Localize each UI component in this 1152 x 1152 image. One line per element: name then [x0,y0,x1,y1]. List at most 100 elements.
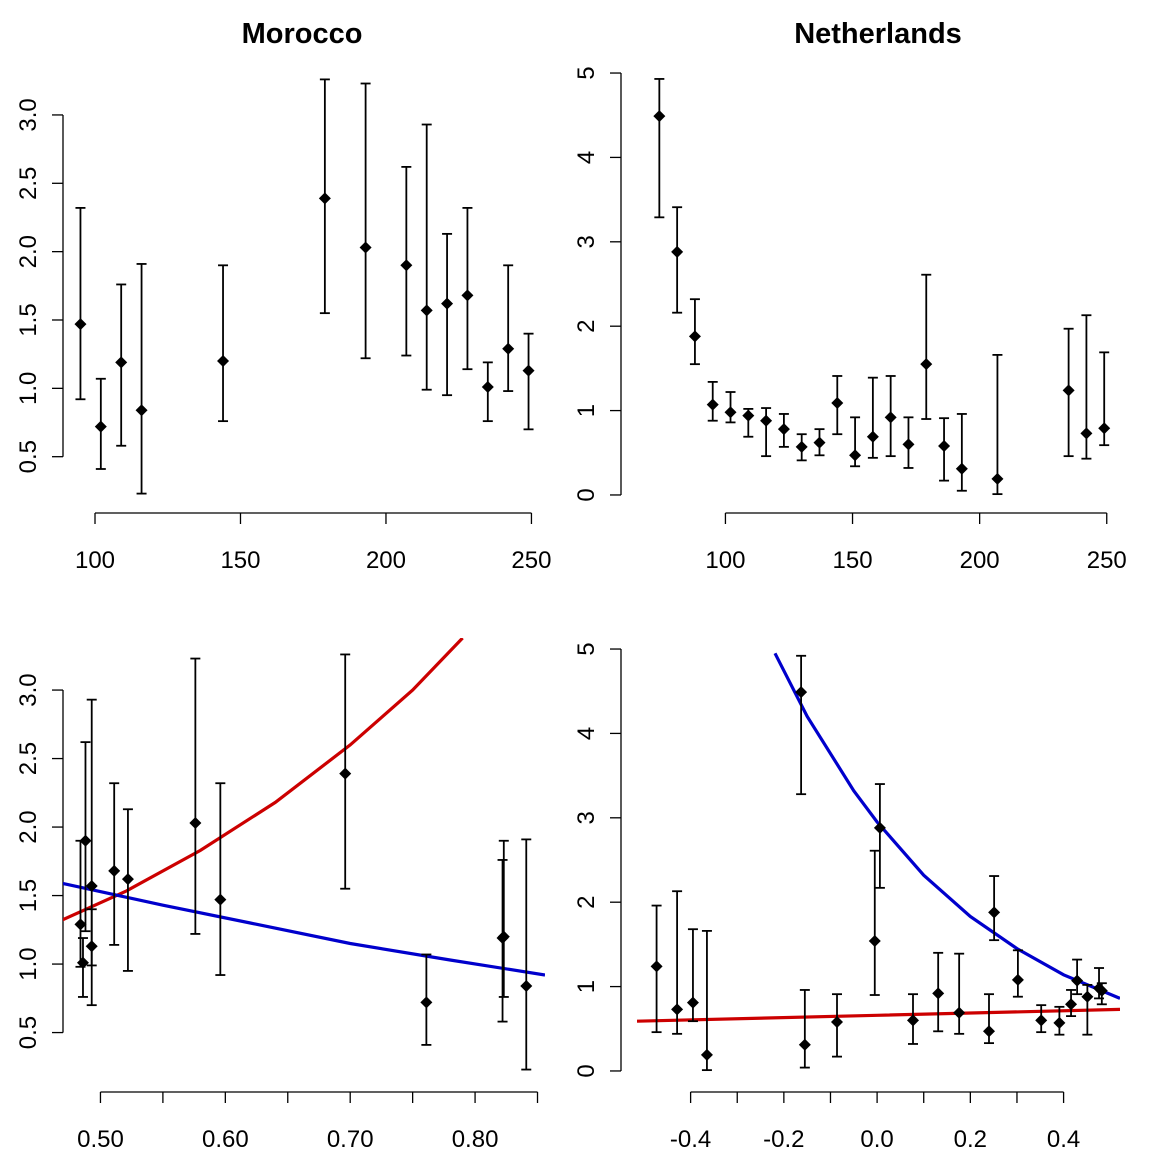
y-tick-label: 2 [573,896,600,909]
point [94,420,107,433]
point [988,906,1001,919]
x-tick-label: 0.70 [327,1126,374,1152]
point [686,996,699,1009]
point [884,411,897,424]
y-tick-label: 2 [573,320,600,333]
point [991,472,1004,485]
point [502,342,515,355]
point [121,873,134,886]
fit-curve [63,638,464,922]
point [1071,974,1084,987]
point [798,1038,811,1051]
y-tick-label: 0 [573,1064,600,1077]
point [1035,1014,1048,1027]
point [982,1025,995,1038]
point [671,245,684,258]
point [849,449,862,462]
y-tick-label: 1.0 [15,372,42,405]
point [318,192,331,205]
y-tick-label: 5 [573,642,600,655]
point [777,423,790,436]
point [1081,990,1094,1003]
panel: 0 1 2 3 4 5 -0.4 -0.2 0.0 0.2 0.4 [573,642,1120,1152]
point [868,935,881,948]
point [481,380,494,393]
point [461,289,474,302]
y-tick-label: 2.0 [15,235,42,268]
x-tick-label: 150 [220,547,260,574]
y-tick-label: 2.0 [15,810,42,843]
point [724,406,737,419]
x-tick-label: 250 [1087,547,1127,574]
point [920,358,933,371]
point [1011,973,1024,986]
panel: 0.5 1.0 1.5 2.0 2.5 3.0 0.50 0.60 0.70 0.80 [15,638,545,1152]
point [1095,984,1108,997]
point [74,918,87,931]
point [217,355,230,367]
y-tick-label: 5 [573,66,600,79]
point [115,356,128,369]
y-tick-label: 3.0 [15,673,42,706]
point [1065,998,1078,1011]
point [85,940,98,953]
x-tick-label: 200 [960,547,1000,574]
y-tick-label: 0.5 [15,440,42,473]
point [938,440,951,453]
x-tick-label: 0.80 [452,1126,499,1152]
point [700,1048,713,1061]
y-tick-label: 3 [573,235,600,248]
point [522,364,535,377]
point [214,893,227,906]
fit-curve [63,881,545,977]
x-tick-label: 0.0 [860,1126,893,1152]
point [400,259,413,272]
point [1053,1016,1066,1029]
point [742,409,755,422]
x-tick-label: -0.4 [670,1126,711,1152]
point [953,1006,966,1019]
y-tick-label: 2.5 [15,742,42,775]
point [650,960,663,973]
point [189,816,202,829]
fit-curve [773,652,1120,1000]
point [688,330,701,343]
point [1080,427,1093,440]
point [706,398,719,411]
y-tick-label: 1 [573,980,600,993]
point [420,304,433,317]
point [831,1016,844,1029]
x-tick-label: 200 [366,547,406,574]
point [441,297,454,310]
point [671,1003,684,1016]
x-tick-label: 250 [511,547,551,574]
y-tick-label: 3 [573,811,600,824]
chart-title: Netherlands [794,18,962,50]
point [760,414,773,427]
point [1098,422,1111,435]
point [902,438,915,451]
point [85,879,98,892]
x-tick-label: 100 [75,547,115,574]
y-tick-label: 1 [573,404,600,417]
point [339,767,352,780]
y-tick-label: 0.5 [15,1016,42,1049]
point [955,462,968,475]
x-tick-label: 150 [833,547,873,574]
point [653,110,666,123]
point [873,821,886,834]
y-tick-label: 0 [573,488,600,501]
point [420,996,433,1009]
y-tick-label: 2.5 [15,167,42,200]
panel: Morocco 0.5 1.0 1.5 2.0 2.5 3.0 100 150 200 250 [15,18,551,574]
point [866,430,879,443]
point [79,834,92,847]
fit-curve [637,1007,1120,1023]
y-tick-label: 4 [573,727,600,740]
point [520,979,533,992]
point [359,241,372,254]
x-tick-label: -0.2 [763,1126,804,1152]
point [497,930,510,943]
